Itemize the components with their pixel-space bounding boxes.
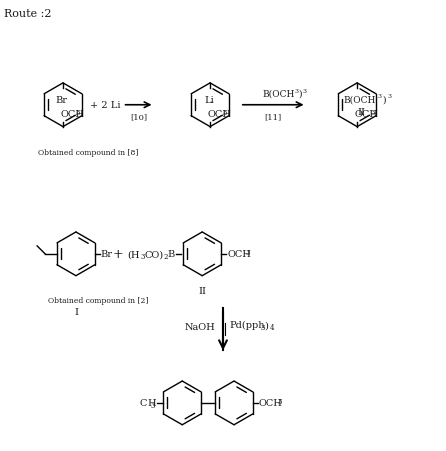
Text: NaOH: NaOH [184,322,215,331]
Text: II: II [198,286,206,295]
Text: OCH: OCH [207,110,231,119]
Text: 2: 2 [163,252,168,260]
Text: 3: 3 [261,323,265,331]
Text: OCH: OCH [60,110,84,119]
Text: CO): CO) [145,250,164,259]
Text: OCH: OCH [227,250,251,259]
Text: Obtained compound in [2]: Obtained compound in [2] [48,296,149,304]
Text: 3: 3 [370,108,375,116]
Text: B(OCH: B(OCH [263,89,295,98]
Text: ): ) [298,89,302,98]
Text: 3: 3 [76,108,80,116]
Text: Obtained compound in [8]: Obtained compound in [8] [38,149,139,157]
Text: 3: 3 [150,401,155,409]
Text: 4: 4 [270,323,274,331]
Text: II: II [357,107,365,116]
Text: + 2 Li: + 2 Li [90,101,120,110]
Text: 3: 3 [246,249,250,256]
Text: 3: 3 [377,94,381,99]
Text: [11]: [11] [264,114,282,121]
Text: Li: Li [204,96,214,105]
Text: OCH: OCH [259,399,283,408]
Text: 3: 3 [140,252,145,260]
Text: [10]: [10] [130,114,147,121]
Text: H: H [148,399,157,408]
Text: 3: 3 [302,89,306,94]
Text: Br: Br [55,96,67,105]
Text: (H: (H [128,250,140,259]
Text: B(OCH: B(OCH [343,96,376,105]
Text: 3: 3 [223,108,227,116]
Text: 3: 3 [294,89,298,94]
Text: Pd(pph: Pd(pph [229,321,264,330]
Text: OCH: OCH [354,110,378,119]
Text: +: + [112,248,123,261]
Text: C: C [139,399,146,408]
Text: 3: 3 [278,397,282,405]
Text: ): ) [265,321,268,330]
Text: B: B [167,250,174,259]
Text: I: I [74,308,78,317]
Text: Br: Br [101,250,113,259]
Text: ): ) [382,96,385,105]
Text: Route :2: Route :2 [4,9,52,19]
Text: 3: 3 [388,94,392,99]
